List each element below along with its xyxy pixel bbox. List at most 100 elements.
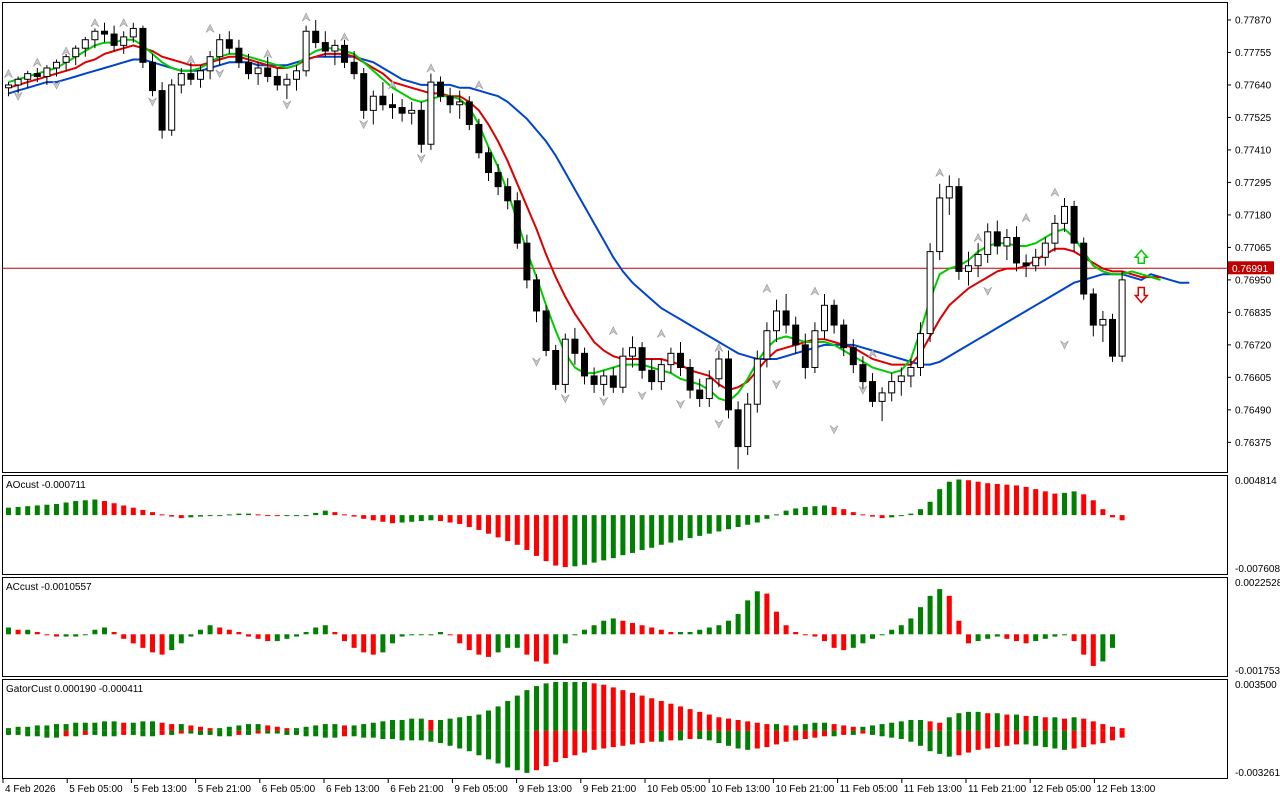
ao-panel[interactable]: AOcust -0.000711 0.004814 -0.007608 [3,476,1280,576]
ac-bar [1033,634,1038,641]
candle-body-bear [1110,319,1116,356]
signal-down-marker [1061,341,1069,349]
ac-bar [284,634,289,639]
signal-down-marker [830,426,838,434]
ao-bar [380,515,385,522]
signal-up-marker [657,330,665,338]
price-panel[interactable]: 0.778700.777550.776400.775250.774100.772… [3,3,1275,473]
gator-lower-bar [812,731,817,738]
gator-lower-bar [716,731,721,743]
candle-body-bear [572,339,578,353]
gator-lower-bar [956,731,961,755]
gator-lower-bar [1062,731,1067,750]
candle-body-bull [1004,238,1010,246]
ac-bar [860,634,865,643]
ac-bar [419,634,424,635]
gator-upper-bar [448,719,453,731]
candle-body-bear [524,243,530,280]
time-tick-label: 9 Feb 13:00 [519,784,573,795]
ac-panel[interactable]: ACcust -0.0010557 0.0022528 -0.0017536 [3,578,1280,678]
candle-body-bull [668,353,674,364]
candle-body-bull [54,62,60,68]
candle-body-bear [994,232,1000,246]
ao-bar [966,480,971,515]
gator-upper-bar [496,706,501,730]
candle-body-bull [946,187,952,198]
gator-upper-bar [313,725,318,730]
ao-bar [1043,491,1048,515]
ao-bar [832,507,837,515]
candle-body-bull [898,376,904,382]
ac-bar [707,628,712,635]
signal-up-marker [91,19,99,27]
ac-bar [44,634,49,635]
ao-panel-label: AOcust -0.000711 [6,480,86,491]
gator-upper-bar [1091,721,1096,731]
gator-lower-bar [572,731,577,755]
ao-bar [659,515,664,545]
ac-bar [908,618,913,634]
candle-body-bull [255,68,261,74]
gator-lower-bar [380,731,385,739]
price-tick-label: 0.77180 [1235,210,1272,221]
candle-body-bull [966,266,972,272]
ac-bar [428,634,433,635]
ao-bar [131,508,136,515]
gator-upper-bar [736,720,741,731]
gator-upper-bar [908,720,913,731]
ao-bar [54,504,59,515]
gator-upper-bar [803,724,808,731]
ao-bar [736,515,741,527]
fractal-up-arrow [1135,250,1147,263]
ao-bar [217,515,222,516]
gator-upper-bar [688,709,693,731]
ao-bar [256,514,261,515]
candle-body-bear [159,91,165,131]
gator-panel[interactable]: GatorCust 0.000190 -0.000411 0.003500 -0… [3,680,1280,780]
candle-body-bear [1014,238,1020,263]
ao-bar [841,509,846,515]
candle-body-bull [44,68,50,76]
ac-bar [592,625,597,634]
ao-bar [601,515,606,560]
gator-upper-bar [131,723,136,731]
ac-bar [937,589,942,634]
ao-bar [899,515,904,516]
gator-lower-bar [822,731,827,736]
gator-upper-bar [572,682,577,731]
candle-body-bear [850,348,856,365]
gator-lower-bar [947,731,952,757]
candle-body-bear [582,353,588,376]
ac-bar [294,634,299,636]
candle-body-bear [543,311,549,351]
candle-body-bull [937,198,943,252]
ao-bar [995,484,1000,515]
gator-upper-bar [236,725,241,730]
gator-lower-bar [707,731,712,741]
ao-bar [6,508,11,515]
time-tick-label: 10 Feb 21:00 [775,784,834,795]
gator-lower-bar [323,731,328,738]
candle-body-bear [591,376,597,384]
candle-body-bull [764,331,770,359]
ac-bar [630,623,635,634]
ao-bar [275,515,280,516]
gator-upper-bar [563,682,568,731]
candle-body-bear [111,34,117,45]
signal-up-marker [120,19,128,27]
signal-up-marker [763,284,771,292]
ac-bar [332,632,337,634]
gator-lower-bar [304,731,309,736]
ao-bar [1014,485,1019,515]
ao-bar [284,515,289,516]
signal-up-marker [1051,188,1059,196]
gator-upper-bar [841,725,846,730]
gator-upper-bar [380,721,385,731]
ao-bar [35,505,40,515]
candle-body-bull [745,404,751,446]
ac-bar [822,634,827,641]
ac-bar [179,634,184,643]
candle-body-bull [975,254,981,265]
